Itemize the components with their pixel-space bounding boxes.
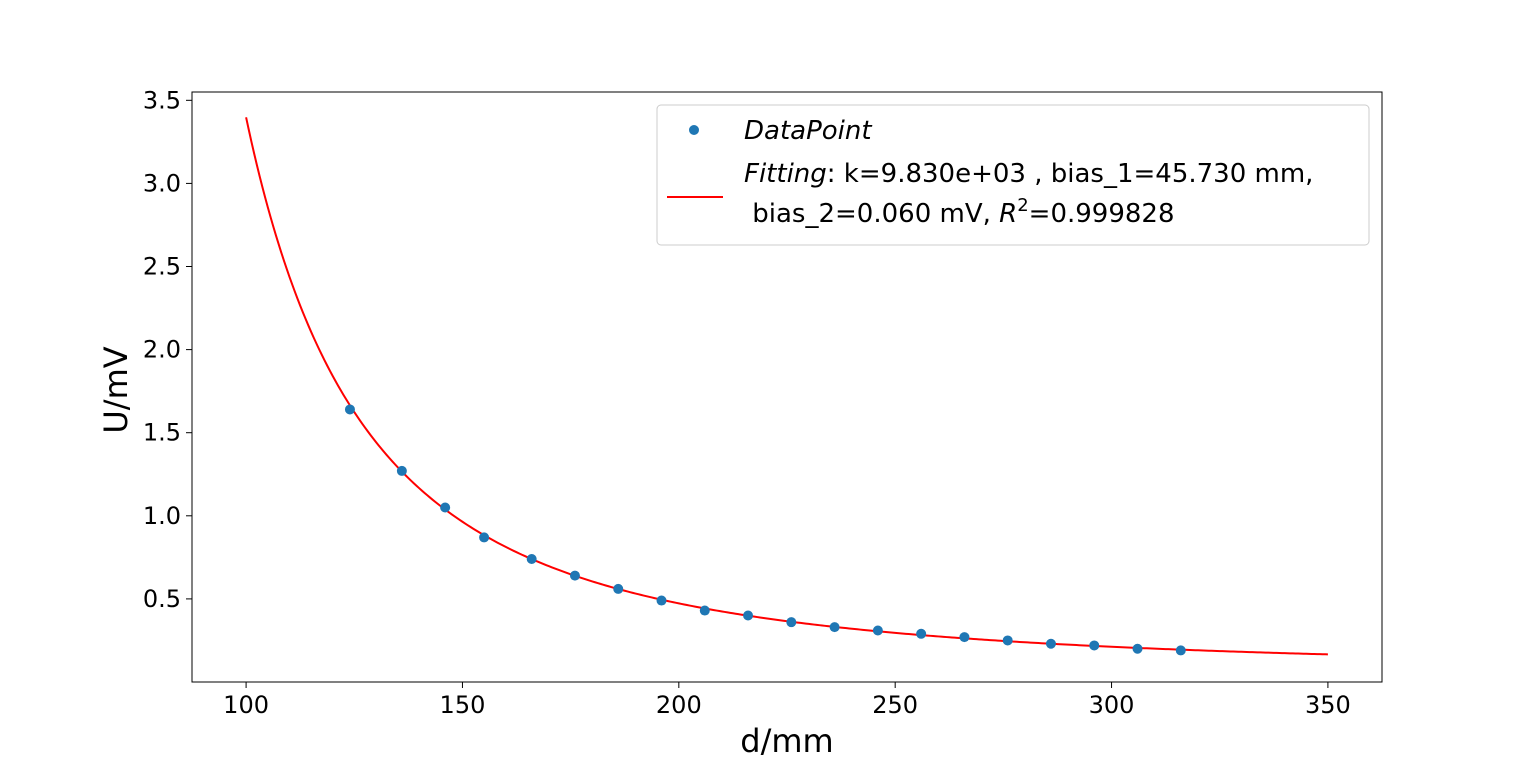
data-point <box>1133 644 1143 654</box>
legend-fitting-params: : k=9.830e+03 , bias_1=45.730 mm, <box>827 159 1314 189</box>
data-point <box>440 502 450 512</box>
x-tick-label: 300 <box>1089 691 1135 719</box>
legend: DataPoint Fitting: k=9.830e+03 , bias_1=… <box>657 105 1369 245</box>
legend-fitting-bias2: bias_2=0.060 mV, <box>744 199 999 229</box>
y-tick-label: 2.5 <box>143 253 181 281</box>
data-point <box>830 622 840 632</box>
legend-marker-datapoint <box>689 125 699 135</box>
y-tick-label: 1.0 <box>143 502 181 530</box>
data-point <box>959 632 969 642</box>
x-tick-label: 150 <box>440 691 486 719</box>
legend-label-fitting-line2: bias_2=0.060 mV, R2=0.999828 <box>744 195 1175 229</box>
data-point <box>479 532 489 542</box>
legend-fitting-r: R <box>999 199 1017 229</box>
data-point <box>613 584 623 594</box>
y-tick-label: 2.0 <box>143 336 181 364</box>
x-tick-label: 200 <box>656 691 702 719</box>
y-tick-label: 1.5 <box>143 419 181 447</box>
data-point <box>527 554 537 564</box>
legend-fitting-r-value: =0.999828 <box>1029 199 1175 229</box>
x-axis-title: d/mm <box>740 722 833 760</box>
x-tick-label: 350 <box>1305 691 1351 719</box>
y-axis-title: U/mV <box>97 346 135 433</box>
data-point <box>1176 645 1186 655</box>
y-tick-label: 0.5 <box>143 585 181 613</box>
legend-fitting-r-sup: 2 <box>1017 195 1028 216</box>
data-point <box>700 606 710 616</box>
data-point <box>397 466 407 476</box>
y-tick-label: 3.5 <box>143 86 181 114</box>
x-tick-label: 100 <box>223 691 269 719</box>
data-point <box>743 611 753 621</box>
data-point <box>345 404 355 414</box>
legend-label-datapoint: DataPoint <box>744 116 872 146</box>
data-point <box>657 596 667 606</box>
data-point <box>916 629 926 639</box>
data-point <box>570 571 580 581</box>
y-axis-ticks: 0.5 1.0 1.5 2.0 2.5 3.0 3.5 <box>143 86 192 613</box>
data-point <box>873 625 883 635</box>
legend-fitting-italic: Fitting <box>744 159 827 189</box>
data-point <box>1046 639 1056 649</box>
y-tick-label: 3.0 <box>143 169 181 197</box>
legend-label-fitting-line1: Fitting: k=9.830e+03 , bias_1=45.730 mm, <box>744 159 1313 189</box>
x-tick-label: 250 <box>872 691 918 719</box>
data-point <box>1003 635 1013 645</box>
data-point <box>1089 640 1099 650</box>
x-axis-ticks: 100 150 200 250 300 350 <box>223 682 1351 719</box>
data-point <box>786 617 796 627</box>
